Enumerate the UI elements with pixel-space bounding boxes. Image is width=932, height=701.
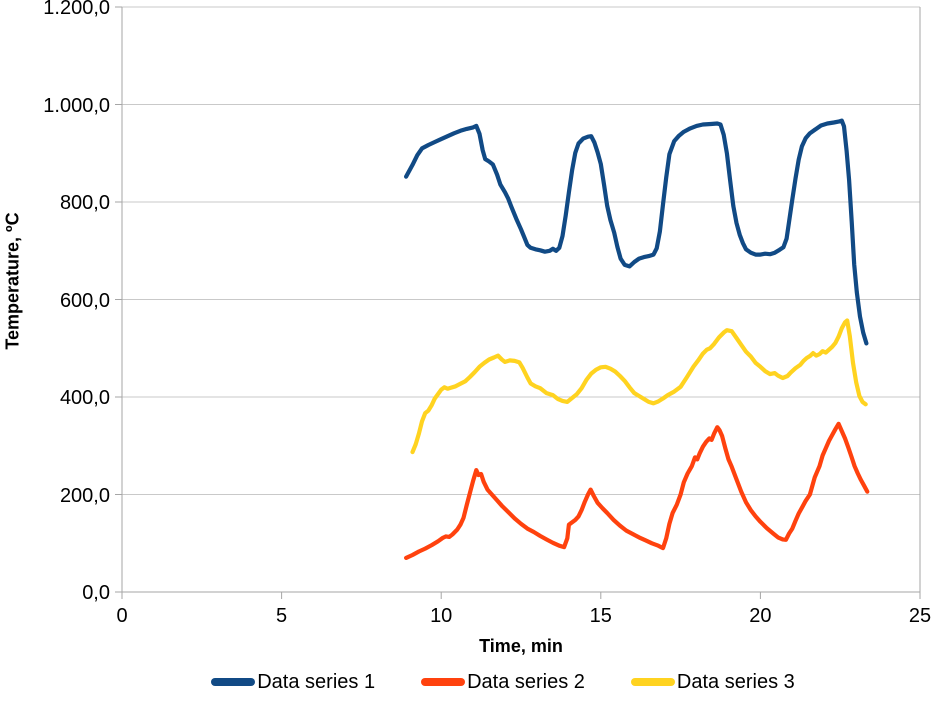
x-tick-label: 5 — [276, 605, 288, 627]
series-line-3 — [410, 318, 868, 455]
x-tick-label: 20 — [749, 605, 772, 627]
legend-label: Data series 3 — [676, 671, 795, 693]
x-tick-label: 10 — [430, 605, 453, 627]
x-tick-label: 25 — [908, 605, 932, 627]
legend-label: Data series 1 — [257, 671, 376, 693]
series-line-1 — [404, 118, 869, 346]
legend-item: Data series 1 — [211, 669, 375, 695]
legend-item: Data series 3 — [630, 669, 795, 695]
legend-label: Data series 2 — [467, 671, 585, 693]
legend-swatch-icon — [630, 678, 675, 686]
y-tick-label: 600,0 — [59, 289, 110, 312]
y-tick-label: 1.200,0 — [43, 0, 110, 19]
legend: Data series 1 Data series 2 Data series 3 — [0, 669, 932, 695]
y-axis-title: Temperature, ºC — [2, 212, 23, 350]
legend-swatch-icon — [211, 678, 256, 686]
y-tick-label: 200,0 — [59, 484, 110, 507]
x-tick-label: 0 — [116, 605, 128, 627]
y-tick-label: 400,0 — [59, 387, 110, 409]
y-tick-label: 1.000,0 — [43, 94, 110, 117]
legend-swatch-icon — [421, 678, 466, 686]
y-tick-label: 800,0 — [59, 192, 110, 214]
series-line-2 — [404, 421, 870, 561]
x-axis-title: Time, min — [479, 636, 563, 656]
legend-item: Data series 2 — [421, 669, 585, 695]
y-tick-label: 0,0 — [82, 582, 110, 604]
x-tick-label: 15 — [589, 605, 612, 627]
